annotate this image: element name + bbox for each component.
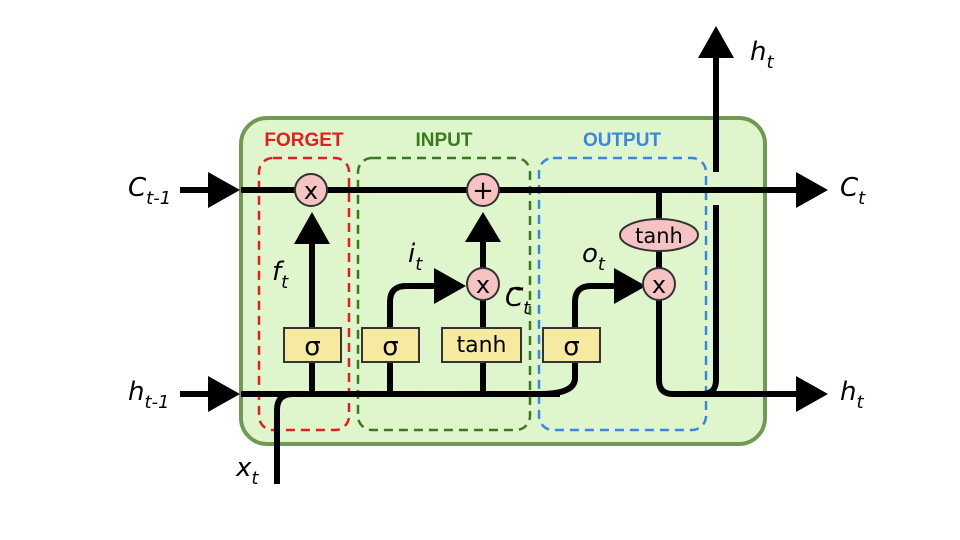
input-sigma-box xyxy=(361,327,420,363)
h-prev-label: ht-1 xyxy=(128,377,170,413)
c-next-arrowhead xyxy=(796,172,828,208)
forget-multiply-op xyxy=(294,173,328,207)
input-add-arrowhead xyxy=(465,212,501,242)
h-top-arrowhead xyxy=(698,26,734,58)
h-next-label: ht xyxy=(840,377,864,413)
h-next-arrowhead xyxy=(796,376,828,412)
input-multiply-op xyxy=(466,267,500,301)
forget-ft-arrowhead xyxy=(294,212,330,244)
input-add-op xyxy=(466,173,500,207)
c-next-label: Ct xyxy=(840,173,866,209)
output-tanh-label: tanh xyxy=(635,224,683,248)
input-it-arrowhead xyxy=(434,268,466,304)
output-title: OUTPUT xyxy=(583,130,662,151)
forget-gate-region xyxy=(257,156,351,432)
c-tilde-label: Ct xyxy=(505,283,531,319)
forget-multiply-symbol: x xyxy=(304,177,318,205)
h-prev-arrowhead xyxy=(208,376,240,412)
h-top-label: ht xyxy=(750,37,774,73)
i-t-label: it xyxy=(408,239,423,275)
o-t-label: ot xyxy=(582,239,606,275)
forget-sigma-box xyxy=(283,327,342,363)
input-tanh-box xyxy=(441,327,522,363)
input-gate-region xyxy=(356,156,532,432)
output-sigma-box xyxy=(542,327,601,363)
forget-sigma-label: σ xyxy=(304,332,320,362)
c-tilde-accent: ~ xyxy=(507,277,525,302)
output-ht-line xyxy=(656,300,800,397)
output-gate-region xyxy=(537,156,708,432)
x-input-line xyxy=(274,391,294,484)
input-title: INPUT xyxy=(416,130,473,151)
output-ot-line xyxy=(572,283,616,328)
c-prev-label: Ct-1 xyxy=(128,173,171,209)
output-tanh-op xyxy=(619,218,699,252)
input-tanh-label: tanh xyxy=(457,333,507,358)
c-prev-arrowhead xyxy=(208,172,240,208)
input-multiply-symbol: x xyxy=(476,271,490,299)
h-up-branch-lower xyxy=(701,205,719,397)
input-add-symbol: + xyxy=(472,176,494,206)
output-ot-arrowhead xyxy=(614,268,646,304)
forget-title: FORGET xyxy=(264,130,344,151)
input-sigma-label: σ xyxy=(382,332,398,362)
input-it-line xyxy=(387,283,436,328)
output-multiply-symbol: x xyxy=(652,271,666,299)
output-sigma-feed xyxy=(539,362,578,397)
x-input-label: xt xyxy=(235,453,259,489)
output-multiply-op xyxy=(642,267,676,301)
output-sigma-label: σ xyxy=(563,332,579,362)
